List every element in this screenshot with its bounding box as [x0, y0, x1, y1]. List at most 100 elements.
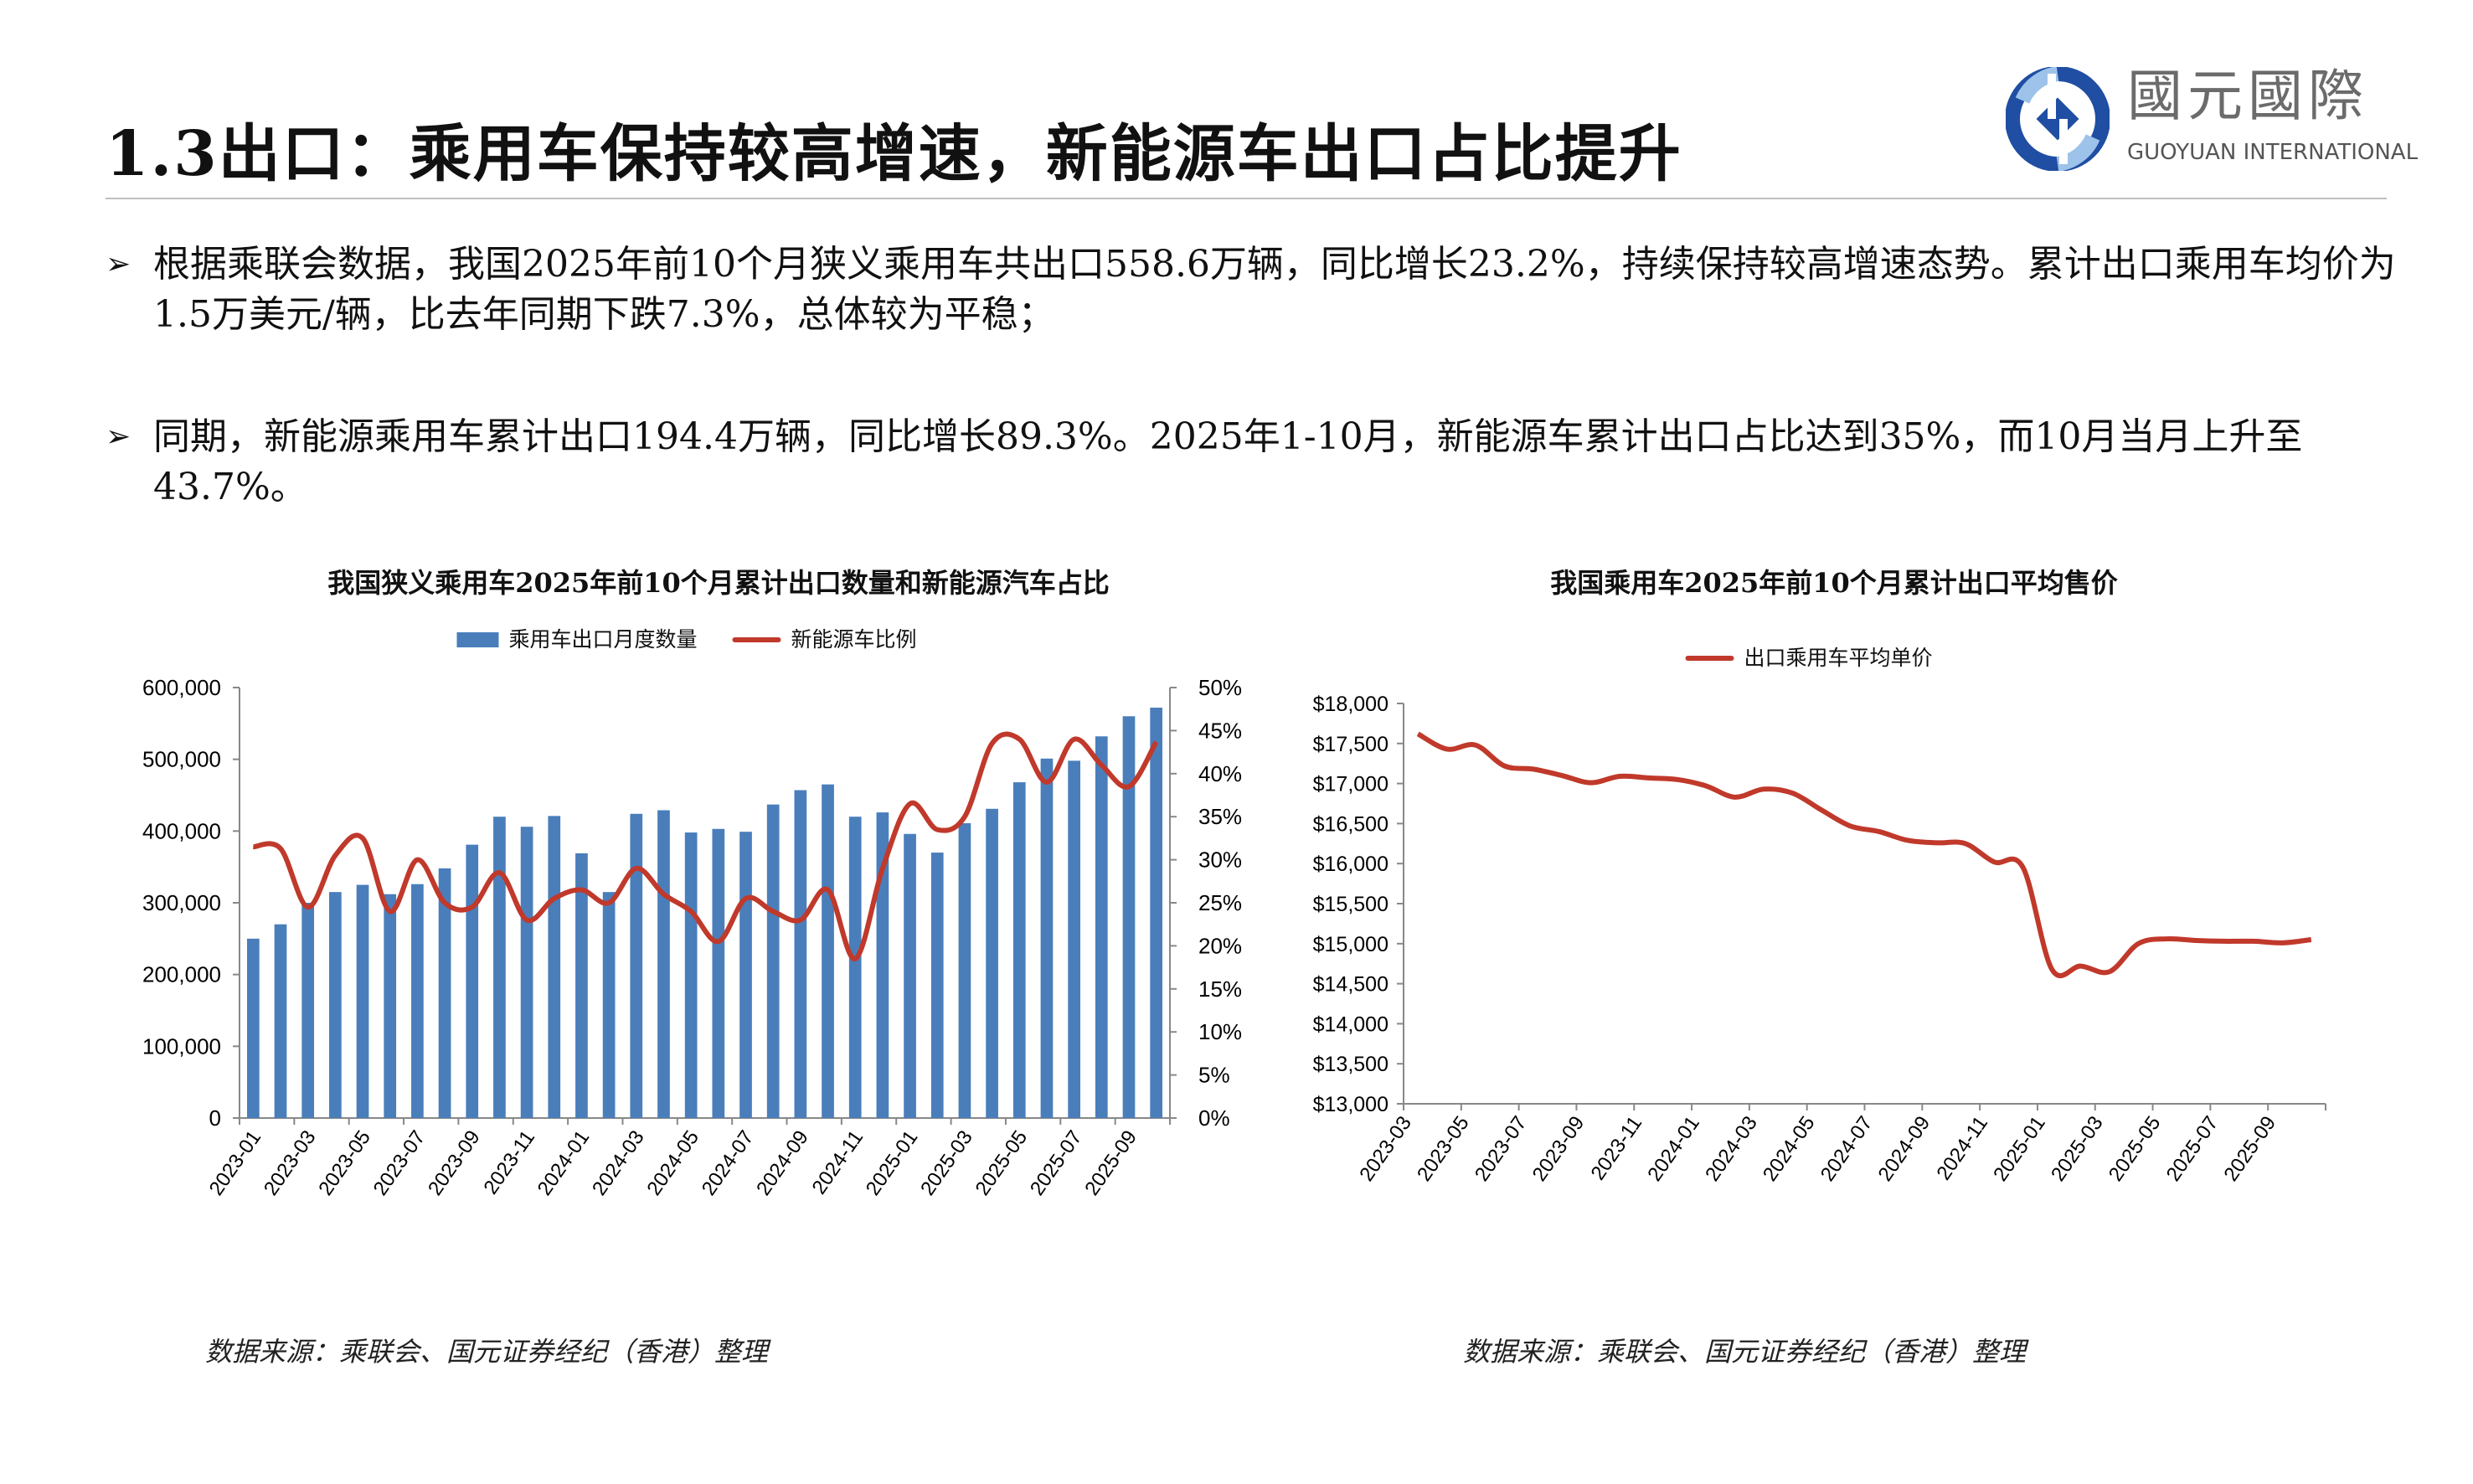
chart-title: 我国狭义乘用车2025年前10个月累计出口数量和新能源汽车占比 — [327, 567, 1110, 599]
bar — [630, 813, 643, 1118]
bar — [548, 816, 561, 1118]
y-tick-label-right: 10% — [1198, 1019, 1242, 1044]
nev-share-line — [252, 731, 1159, 961]
legend-swatch-line — [1685, 656, 1734, 661]
y-tick-label: $14,000 — [1313, 1013, 1388, 1036]
x-tick-label: 2023-09 — [1528, 1112, 1589, 1186]
bar — [411, 884, 424, 1118]
y-tick-label: 200,000 — [142, 962, 221, 987]
y-tick-label: $13,000 — [1313, 1093, 1388, 1116]
x-tick-label: 2024-03 — [1701, 1112, 1762, 1186]
y-tick-label-right: 45% — [1198, 718, 1242, 743]
bar — [794, 790, 807, 1118]
source-note: 数据来源：乘联会、国元证券经纪（香港）整理 — [205, 1336, 769, 1368]
bar — [520, 827, 533, 1118]
y-tick-label: 400,000 — [142, 818, 221, 843]
y-tick-label-right: 40% — [1198, 761, 1242, 786]
x-tick-label: 2024-09 — [1874, 1112, 1935, 1186]
y-tick-label: $16,000 — [1313, 853, 1388, 876]
logo-name-cn: 國元國際 — [2127, 64, 2368, 128]
bullet-text: 根据乘联会数据，我国2025年前10个月狭义乘用车共出口558.6万辆，同比增长… — [153, 243, 2396, 336]
y-tick-label: $15,500 — [1313, 893, 1388, 916]
y-tick-label-right: 25% — [1198, 890, 1242, 915]
y-tick-label: $14,500 — [1313, 973, 1388, 997]
y-tick-label: 500,000 — [142, 747, 221, 772]
y-tick-label: 600,000 — [142, 675, 221, 700]
logo-name-en: GUOYUAN INTERNATIONAL — [2127, 140, 2419, 165]
bar — [712, 828, 725, 1118]
bar — [329, 892, 342, 1118]
avg-price-line — [1416, 731, 2312, 978]
bar — [958, 822, 971, 1118]
y-tick-label: $17,500 — [1313, 733, 1388, 756]
chart-title: 我国乘用车2025年前10个月累计出口平均售价 — [1550, 567, 2118, 599]
legend-label: 新能源车比例 — [791, 627, 917, 652]
x-tick-label: 2024-11 — [1932, 1112, 1992, 1184]
bar — [930, 853, 944, 1118]
title-divider — [106, 198, 2387, 199]
y-tick-label-right: 35% — [1198, 804, 1242, 829]
x-tick-label: 2023-07 — [1471, 1112, 1532, 1186]
y-tick-label: 100,000 — [142, 1033, 221, 1059]
bar — [602, 892, 616, 1118]
source-note: 数据来源：乘联会、国元证券经纪（香港）整理 — [1463, 1336, 2027, 1368]
y-tick-label-right: 15% — [1198, 976, 1242, 1002]
x-tick-label: 2024-01 — [1643, 1112, 1704, 1186]
x-tick-label: 2025-01 — [1989, 1112, 2050, 1186]
bar — [1012, 782, 1026, 1118]
bar — [274, 924, 287, 1118]
bar — [1040, 758, 1054, 1118]
bar — [986, 808, 998, 1118]
chart-legend: 出口乘用车平均单价 — [1685, 645, 1933, 672]
y-tick-label: $16,500 — [1313, 812, 1388, 836]
y-tick-label-right: 30% — [1198, 848, 1242, 873]
y-tick-label: $17,000 — [1313, 773, 1388, 796]
bar — [356, 884, 369, 1118]
x-tick-label: 2024-07 — [1816, 1112, 1878, 1186]
bar — [684, 832, 698, 1118]
bar — [246, 938, 260, 1118]
y-tick-label: $13,500 — [1313, 1053, 1388, 1076]
bar — [657, 810, 670, 1118]
bar — [1122, 716, 1136, 1118]
y-tick-label: $15,000 — [1313, 933, 1388, 956]
y-tick-label: $18,000 — [1313, 693, 1388, 716]
y-tick-label-right: 50% — [1198, 675, 1242, 700]
x-tick-label: 2025-05 — [2105, 1112, 2166, 1186]
x-tick-label: 2025-03 — [2047, 1112, 2108, 1186]
x-tick-label: 2024-05 — [1759, 1112, 1820, 1186]
bar — [301, 903, 315, 1118]
y-tick-label-right: 0% — [1198, 1105, 1230, 1131]
bar — [848, 817, 862, 1118]
bullet-text: 同期，新能源乘用车累计出口194.4万辆，同比增长89.3%。2025年1-10… — [153, 415, 2303, 508]
legend-label: 乘用车出口月度数量 — [508, 627, 698, 652]
legend-swatch-bar — [456, 632, 499, 647]
bar — [766, 804, 780, 1118]
bullet-point: ➢ 根据乘联会数据，我国2025年前10个月狭义乘用车共出口558.6万辆，同比… — [106, 240, 2417, 340]
bar — [466, 844, 479, 1118]
x-tick-label: 2025-07 — [2162, 1112, 2223, 1186]
bar — [493, 817, 506, 1118]
y-tick-label-right: 20% — [1198, 933, 1242, 958]
x-tick-label: 2023-05 — [1413, 1112, 1474, 1186]
y-tick-label: 0 — [209, 1105, 221, 1131]
arrow-bullet-icon: ➢ — [106, 247, 131, 281]
company-logo — [2006, 67, 2110, 171]
arrow-bullet-icon: ➢ — [106, 420, 131, 454]
logo-mark-icon — [2006, 67, 2110, 171]
bullet-point: ➢ 同期，新能源乘用车累计出口194.4万辆，同比增长89.3%。2025年1-… — [106, 412, 2417, 513]
y-tick-label: 300,000 — [142, 890, 221, 915]
bar — [904, 833, 916, 1118]
bar — [822, 784, 834, 1118]
page-title: 1.3出口：乘用车保持较高增速，新能源车出口占比提升 — [106, 118, 1682, 190]
x-tick-label: 2025-09 — [2219, 1112, 2280, 1186]
legend-label: 出口乘用车平均单价 — [1744, 646, 1933, 670]
legend-swatch-line — [732, 637, 781, 642]
bar — [876, 812, 889, 1118]
bar — [575, 853, 588, 1118]
x-tick-label: 2023-11 — [1587, 1112, 1647, 1184]
bar — [1068, 760, 1080, 1118]
chart-legend: 乘用车出口月度数量 新能源车比例 — [456, 626, 917, 653]
